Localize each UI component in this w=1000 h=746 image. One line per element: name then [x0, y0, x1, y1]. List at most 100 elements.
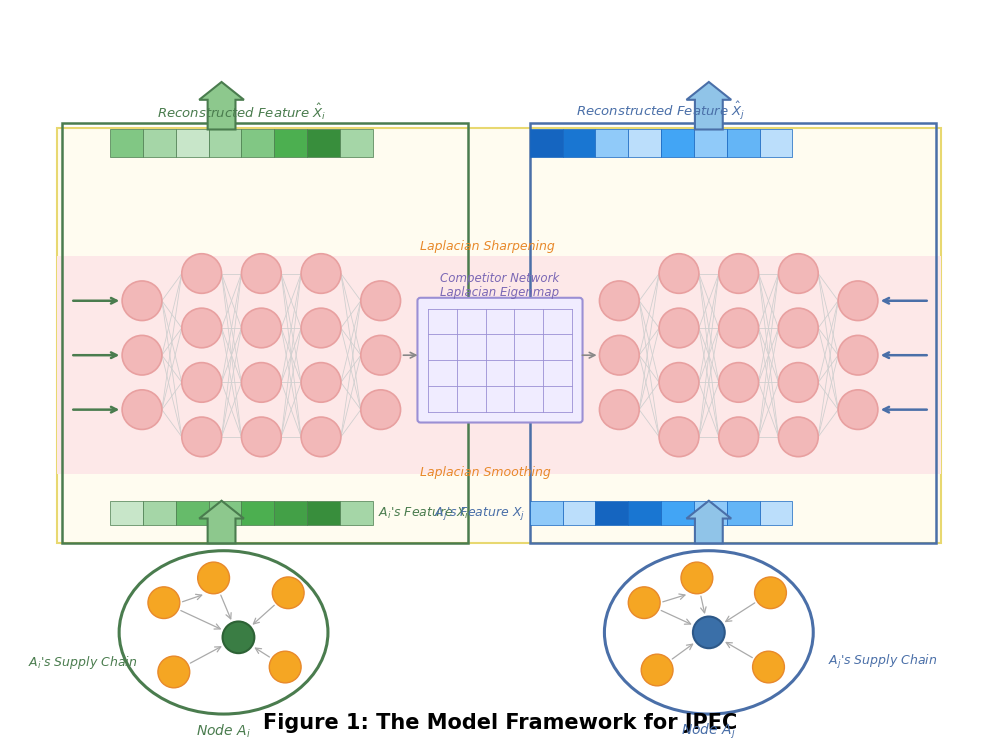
- Circle shape: [838, 336, 878, 375]
- Circle shape: [778, 308, 818, 348]
- Circle shape: [693, 616, 725, 648]
- Bar: [274, 130, 307, 157]
- Circle shape: [182, 363, 222, 402]
- Text: Laplacian Sharpening: Laplacian Sharpening: [420, 239, 555, 253]
- Bar: [595, 501, 628, 525]
- Bar: [241, 501, 274, 525]
- FancyBboxPatch shape: [417, 298, 583, 422]
- Bar: [176, 130, 209, 157]
- Circle shape: [599, 390, 639, 430]
- Bar: [340, 501, 373, 525]
- Circle shape: [361, 281, 401, 321]
- Bar: [110, 501, 143, 525]
- Bar: [209, 501, 241, 525]
- Circle shape: [659, 363, 699, 402]
- Circle shape: [241, 363, 281, 402]
- Bar: [307, 501, 340, 525]
- Circle shape: [659, 308, 699, 348]
- Circle shape: [599, 336, 639, 375]
- Circle shape: [122, 336, 162, 375]
- Bar: [727, 130, 760, 157]
- Circle shape: [122, 281, 162, 321]
- Bar: [110, 130, 143, 157]
- Text: Laplacian Smoothing: Laplacian Smoothing: [420, 466, 551, 478]
- Circle shape: [753, 651, 784, 683]
- Text: Figure 1: The Model Framework for JPEC: Figure 1: The Model Framework for JPEC: [263, 713, 737, 733]
- Circle shape: [838, 390, 878, 430]
- Text: $A_j$'s Supply Chain: $A_j$'s Supply Chain: [828, 653, 938, 671]
- Circle shape: [659, 417, 699, 457]
- Bar: [694, 130, 727, 157]
- Circle shape: [755, 577, 786, 609]
- Circle shape: [778, 254, 818, 293]
- Circle shape: [719, 417, 759, 457]
- Bar: [340, 130, 373, 157]
- FancyArrow shape: [686, 501, 731, 543]
- Bar: [62, 122, 468, 543]
- Bar: [143, 501, 176, 525]
- Bar: [530, 501, 563, 525]
- Bar: [563, 130, 595, 157]
- Text: Node $A_i$: Node $A_i$: [196, 723, 251, 740]
- Bar: [727, 130, 760, 157]
- Circle shape: [681, 562, 713, 594]
- Circle shape: [122, 390, 162, 430]
- Circle shape: [719, 363, 759, 402]
- Bar: [661, 130, 694, 157]
- Circle shape: [628, 587, 660, 618]
- Bar: [694, 501, 727, 525]
- Circle shape: [838, 281, 878, 321]
- Circle shape: [182, 417, 222, 457]
- Bar: [241, 130, 274, 157]
- Bar: [530, 130, 563, 157]
- Text: Reconstructed Feature $\hat{X}_i$: Reconstructed Feature $\hat{X}_i$: [157, 101, 326, 122]
- Circle shape: [361, 336, 401, 375]
- Bar: [760, 501, 792, 525]
- Bar: [143, 130, 176, 157]
- Bar: [530, 122, 936, 543]
- Circle shape: [269, 651, 301, 683]
- Circle shape: [241, 417, 281, 457]
- Bar: [563, 501, 595, 525]
- Bar: [307, 130, 340, 157]
- Bar: [595, 130, 628, 157]
- Bar: [274, 501, 307, 525]
- Text: Reconstructed Feature $\hat{X}_j$: Reconstructed Feature $\hat{X}_j$: [576, 99, 746, 122]
- Bar: [628, 501, 661, 525]
- Ellipse shape: [119, 551, 328, 714]
- Bar: [595, 130, 628, 157]
- Bar: [241, 130, 274, 157]
- Text: $A_i$'s Feature $X_i$: $A_i$'s Feature $X_i$: [378, 506, 469, 521]
- Circle shape: [778, 417, 818, 457]
- FancyArrow shape: [199, 82, 244, 130]
- Circle shape: [301, 308, 341, 348]
- Bar: [530, 130, 563, 157]
- Circle shape: [182, 254, 222, 293]
- Text: Node $A_j$: Node $A_j$: [681, 721, 736, 741]
- Bar: [176, 130, 209, 157]
- Bar: [209, 130, 241, 157]
- Circle shape: [301, 254, 341, 293]
- Circle shape: [198, 562, 230, 594]
- Circle shape: [301, 417, 341, 457]
- Circle shape: [148, 587, 180, 618]
- Circle shape: [641, 654, 673, 686]
- Circle shape: [778, 363, 818, 402]
- Circle shape: [719, 254, 759, 293]
- Circle shape: [599, 281, 639, 321]
- Bar: [727, 501, 760, 525]
- Circle shape: [241, 308, 281, 348]
- Circle shape: [223, 621, 254, 653]
- FancyBboxPatch shape: [57, 256, 941, 474]
- Circle shape: [182, 308, 222, 348]
- Bar: [110, 130, 143, 157]
- FancyBboxPatch shape: [57, 128, 941, 543]
- Circle shape: [361, 390, 401, 430]
- Circle shape: [272, 577, 304, 609]
- Bar: [760, 130, 792, 157]
- Bar: [661, 130, 694, 157]
- Text: Competitor Network: Competitor Network: [440, 272, 560, 286]
- Ellipse shape: [604, 551, 813, 714]
- Circle shape: [659, 254, 699, 293]
- Circle shape: [301, 363, 341, 402]
